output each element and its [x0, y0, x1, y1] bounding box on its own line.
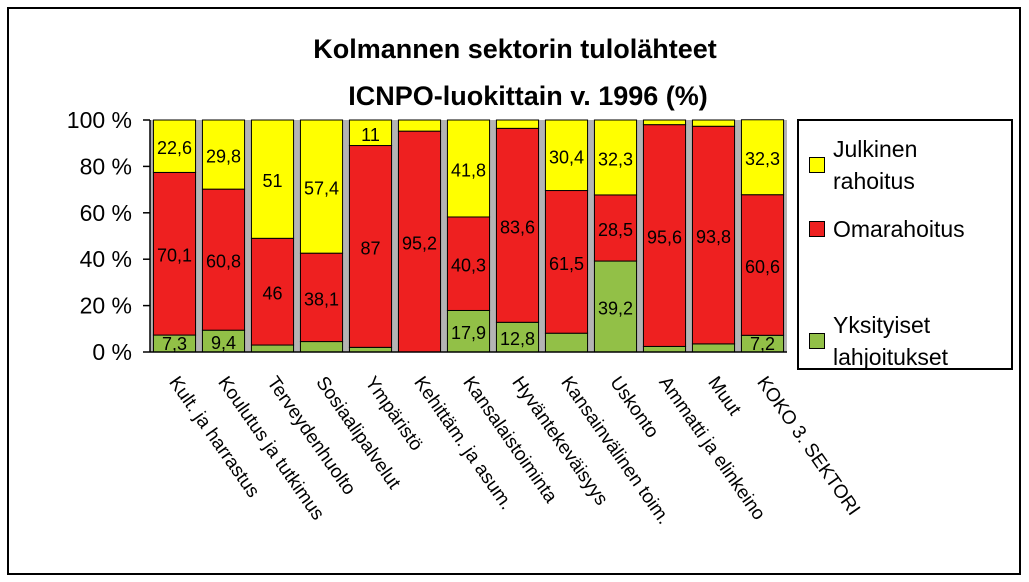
data-label: 22,6 — [157, 138, 192, 158]
bar-segment — [397, 119, 442, 132]
data-label: 51 — [262, 171, 282, 191]
legend-item: Yksityiset lahjoitukset — [809, 309, 953, 373]
legend-swatch — [809, 157, 825, 173]
bar-segment — [642, 119, 687, 126]
data-label: 9,4 — [211, 333, 236, 353]
data-label: 11 — [361, 125, 380, 145]
y-tick-label: 100 % — [67, 107, 132, 133]
data-label: 60,8 — [206, 252, 241, 272]
data-label: 32,3 — [598, 149, 633, 169]
bar-segment — [250, 119, 295, 239]
legend-swatch — [809, 221, 825, 237]
data-label: 41,8 — [451, 160, 486, 180]
bar-segment — [348, 145, 393, 348]
bar-segment — [740, 194, 785, 336]
chart-subtitle: ICNPO-luokittain v. 1996 (%) — [348, 81, 708, 111]
data-label: 7,2 — [750, 334, 775, 354]
bar-segment — [152, 119, 197, 173]
data-label: 7,3 — [162, 334, 187, 354]
data-label: 95,2 — [402, 234, 437, 254]
bar-segment — [691, 343, 736, 353]
data-label: 32,3 — [745, 149, 780, 169]
data-label: 40,3 — [451, 256, 486, 276]
data-label: 28,5 — [598, 220, 633, 240]
y-tick-label: 20 % — [80, 293, 132, 319]
bar-segment — [299, 119, 344, 254]
bar-segment — [740, 119, 785, 196]
legend: Julkinen rahoitus Omarahoitus Yksityiset l… — [797, 119, 1013, 370]
bar-segment — [201, 188, 246, 331]
chart-title: Kolmannen sektorin tulolähteet — [313, 34, 717, 64]
bar-segment — [495, 119, 540, 129]
data-label: 38,1 — [304, 289, 339, 309]
bar-segment — [691, 125, 736, 345]
bar-segment — [691, 119, 736, 127]
bar-segment — [250, 237, 295, 346]
data-label: 30,4 — [549, 147, 584, 167]
bar-segment — [201, 119, 246, 190]
data-label: 29,8 — [206, 147, 241, 167]
y-tick-label: 40 % — [80, 246, 132, 272]
data-label: 60,6 — [745, 257, 780, 277]
y-tick-label: 80 % — [80, 153, 132, 179]
y-tick-label: 0 % — [92, 339, 132, 365]
bar-segment — [299, 341, 344, 353]
data-label: 46 — [262, 284, 282, 304]
bar-segment — [446, 119, 491, 218]
bar-segment — [446, 309, 491, 353]
bar-segment — [593, 194, 638, 262]
bar-segment — [642, 124, 687, 347]
legend-swatch — [809, 333, 825, 349]
data-label: 39,2 — [598, 299, 633, 319]
data-label: 87 — [360, 238, 380, 258]
bar-segment — [348, 119, 393, 147]
data-label: 70,1 — [157, 246, 192, 266]
bar-segment — [250, 344, 295, 353]
legend-item: Omarahoitus — [809, 213, 1003, 245]
y-tick-label: 60 % — [80, 200, 132, 226]
bar-segment — [642, 345, 687, 353]
legend-label: Yksityiset lahjoitukset — [833, 312, 949, 370]
bar-segment — [544, 190, 589, 334]
data-label: 93,8 — [696, 227, 731, 247]
bar-segment — [495, 127, 540, 323]
data-label: 57,4 — [304, 179, 339, 199]
bar-segment — [299, 252, 344, 343]
bar-segment — [397, 130, 442, 353]
data-label: 83,6 — [500, 217, 535, 237]
bar-segment — [544, 332, 589, 353]
legend-label: Omarahoitus — [833, 216, 965, 242]
bar-segment — [593, 119, 638, 196]
data-label: 61,5 — [549, 254, 584, 274]
data-label: 17,9 — [451, 323, 486, 343]
bar-segment — [495, 321, 540, 353]
data-label: 12,8 — [500, 329, 535, 349]
bar-segment — [544, 119, 589, 192]
legend-label: Julkinen rahoitus — [833, 136, 918, 194]
legend-item: Julkinen rahoitus — [809, 133, 953, 197]
data-label: 95,6 — [647, 228, 682, 248]
